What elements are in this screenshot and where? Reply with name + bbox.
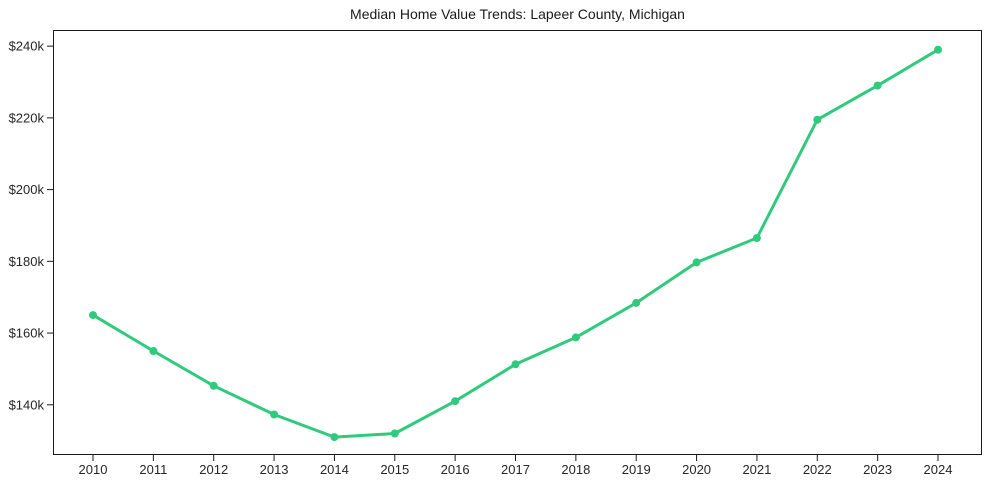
x-axis-tick-label: 2010 (79, 462, 108, 477)
trend-line (91, 48, 940, 439)
x-axis-tick-label: 2023 (863, 462, 892, 477)
y-axis-tick-label: $160k (9, 326, 45, 341)
x-axis-tick-label: 2019 (622, 462, 651, 477)
data-point-marker (209, 381, 218, 390)
chart-title: Median Home Value Trends: Lapeer County,… (350, 6, 685, 22)
x-axis-tick-label: 2020 (682, 462, 711, 477)
data-point-marker (571, 333, 580, 342)
data-point-marker (813, 115, 822, 124)
data-point-marker (149, 347, 158, 355)
data-point-marker (632, 298, 641, 307)
data-point-marker (934, 45, 942, 54)
data-point-marker (390, 429, 399, 438)
data-point-marker (330, 433, 339, 442)
data-point-marker (451, 397, 460, 406)
x-axis-tick-label: 2015 (380, 462, 409, 477)
x-axis-tick-label: 2022 (803, 462, 832, 477)
data-point-marker (270, 410, 279, 419)
data-point-marker (752, 234, 761, 242)
y-axis-tick-label: $140k (9, 397, 45, 412)
y-axis-tick-label: $220k (9, 110, 45, 125)
x-axis-tick-label: 2021 (742, 462, 771, 477)
y-axis-tick-label: $240k (9, 39, 45, 54)
y-axis-tick-label: $200k (9, 182, 45, 197)
x-axis-tick-label: 2017 (501, 462, 530, 477)
data-point-marker (692, 258, 701, 267)
x-axis-tick-label: 2018 (561, 462, 590, 477)
x-axis-tick-label: 2011 (139, 462, 167, 477)
x-axis-tick-label: 2013 (260, 462, 289, 477)
data-point-marker (511, 360, 520, 369)
x-axis-tick-label: 2024 (924, 462, 953, 477)
x-axis-tick-label: 2016 (441, 462, 470, 477)
plot-border (53, 30, 982, 455)
data-point-marker (873, 81, 882, 90)
data-point-marker (89, 311, 97, 320)
x-axis-tick-label: 2014 (320, 462, 349, 477)
y-axis-tick-label: $180k (9, 254, 45, 269)
x-axis-tick-label: 2012 (199, 462, 228, 477)
